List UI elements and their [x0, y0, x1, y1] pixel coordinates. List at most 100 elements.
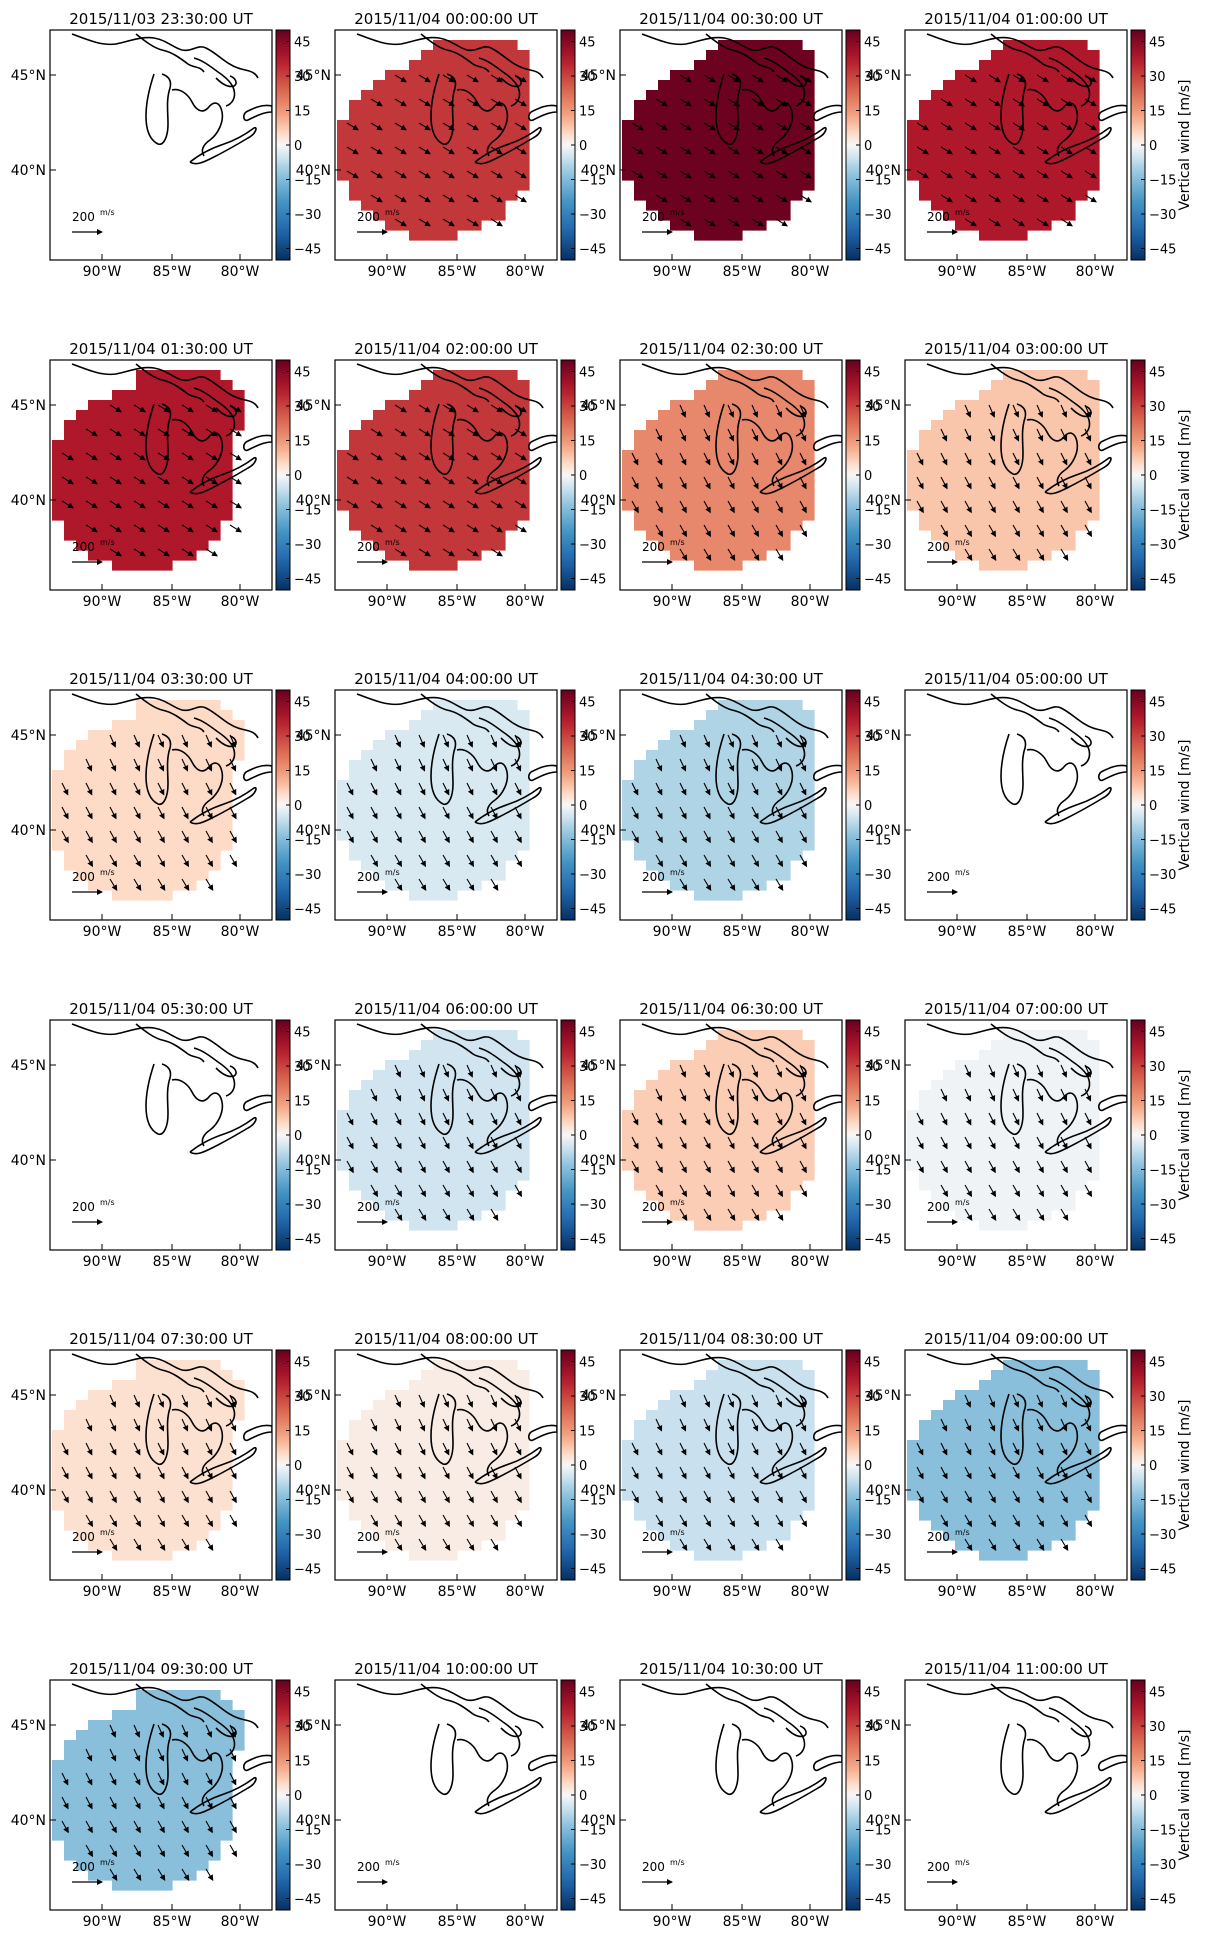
wind-cell: [646, 110, 659, 121]
wind-cell: [1051, 1190, 1064, 1201]
wind-cell: [361, 110, 374, 121]
wind-cell: [1003, 560, 1016, 571]
wind-cell: [64, 850, 77, 861]
wind-cell: [124, 1400, 137, 1411]
wind-cell: [670, 1210, 683, 1221]
wind-cell: [754, 70, 767, 81]
wind-cell: [445, 210, 458, 221]
wind-cell: [754, 540, 767, 551]
wind-cell: [706, 560, 719, 571]
wind-cell: [706, 1170, 719, 1181]
wind-cell: [706, 180, 719, 191]
wind-cell: [706, 60, 719, 71]
wind-cell: [397, 770, 410, 781]
x-tick-label: 90°W: [653, 924, 692, 940]
wind-cell: [1003, 50, 1016, 61]
wind-cell: [979, 1120, 992, 1131]
wind-cell: [124, 1470, 137, 1481]
wind-cell: [160, 1460, 173, 1471]
wind-cell: [493, 210, 506, 221]
wind-cell: [397, 190, 410, 201]
wind-cell: [505, 840, 518, 851]
wind-cell: [682, 110, 695, 121]
wind-cell: [52, 450, 65, 461]
wind-cell: [505, 370, 518, 381]
wind-cell: [694, 390, 707, 401]
x-tick-label: 80°W: [1076, 594, 1115, 610]
x-tick-label: 90°W: [653, 1254, 692, 1270]
colorbar-tick-label: 0: [294, 469, 302, 484]
wind-cell: [469, 870, 482, 881]
wind-cell: [646, 1080, 659, 1091]
wind-cell: [517, 710, 530, 721]
wind-cell: [754, 170, 767, 181]
wind-cell: [1027, 1050, 1040, 1061]
wind-cell: [991, 1150, 1004, 1161]
wind-cell: [505, 480, 518, 491]
wind-cell: [979, 200, 992, 211]
wind-cell: [196, 1450, 209, 1461]
wind-cell: [385, 1140, 398, 1151]
wind-cell: [409, 390, 422, 401]
x-tick-label: 85°W: [1008, 594, 1047, 610]
wind-cell: [766, 200, 779, 211]
wind-cell: [373, 490, 386, 501]
wind-cell: [196, 750, 209, 761]
wind-cell: [658, 1080, 671, 1091]
wind-cell: [172, 480, 185, 491]
wind-cell: [1003, 480, 1016, 491]
wind-cell: [754, 200, 767, 211]
wind-cell: [634, 520, 647, 531]
wind-cell: [694, 1070, 707, 1081]
wind-cell: [445, 110, 458, 121]
wind-cell: [931, 1100, 944, 1111]
reference-vector-label: 200: [927, 210, 950, 224]
reference-vector-label: 200: [927, 540, 950, 554]
wind-cell: [76, 530, 89, 541]
wind-cell: [184, 1460, 197, 1471]
wind-cell: [718, 720, 731, 731]
x-tick-label: 80°W: [1076, 1254, 1115, 1270]
wind-cell: [706, 470, 719, 481]
wind-cell: [385, 410, 398, 421]
wind-cell: [517, 1090, 530, 1101]
wind-cell: [991, 200, 1004, 211]
wind-cell: [349, 520, 362, 531]
wind-cell: [1015, 430, 1028, 441]
wind-cell: [1051, 510, 1064, 521]
wind-cell: [646, 120, 659, 131]
wind-cell: [706, 840, 719, 851]
wind-cell: [469, 180, 482, 191]
wind-cell: [409, 120, 422, 131]
wind-cell: [337, 450, 350, 461]
wind-cell: [88, 1410, 101, 1421]
wind-cell: [1015, 60, 1028, 71]
colorbar-tick-label: −30: [579, 868, 606, 883]
wind-cell: [457, 720, 470, 731]
wind-cell: [658, 430, 671, 441]
wind-cell: [361, 440, 374, 451]
wind-cell: [421, 870, 434, 881]
y-tick-label: 40°N: [866, 823, 901, 839]
wind-cell: [184, 800, 197, 811]
wind-cell: [373, 130, 386, 141]
wind-cell: [457, 1170, 470, 1181]
wind-cell: [1015, 1170, 1028, 1181]
wind-cell: [766, 410, 779, 421]
wind-cell: [658, 520, 671, 531]
wind-cell: [76, 1500, 89, 1511]
wind-cell: [493, 1180, 506, 1191]
wind-cell: [1063, 1030, 1076, 1041]
wind-cell: [1003, 150, 1016, 161]
wind-cell: [457, 490, 470, 501]
wind-cell: [481, 870, 494, 881]
wind-cell: [742, 860, 755, 871]
wind-cell: [385, 450, 398, 461]
wind-cell: [349, 1180, 362, 1191]
wind-cell: [1027, 180, 1040, 191]
x-tick-label: 90°W: [83, 924, 122, 940]
wind-cell: [919, 100, 932, 111]
wind-cell: [955, 480, 968, 491]
colorbar-label: Vertical wind [m/s]: [1177, 1070, 1193, 1201]
